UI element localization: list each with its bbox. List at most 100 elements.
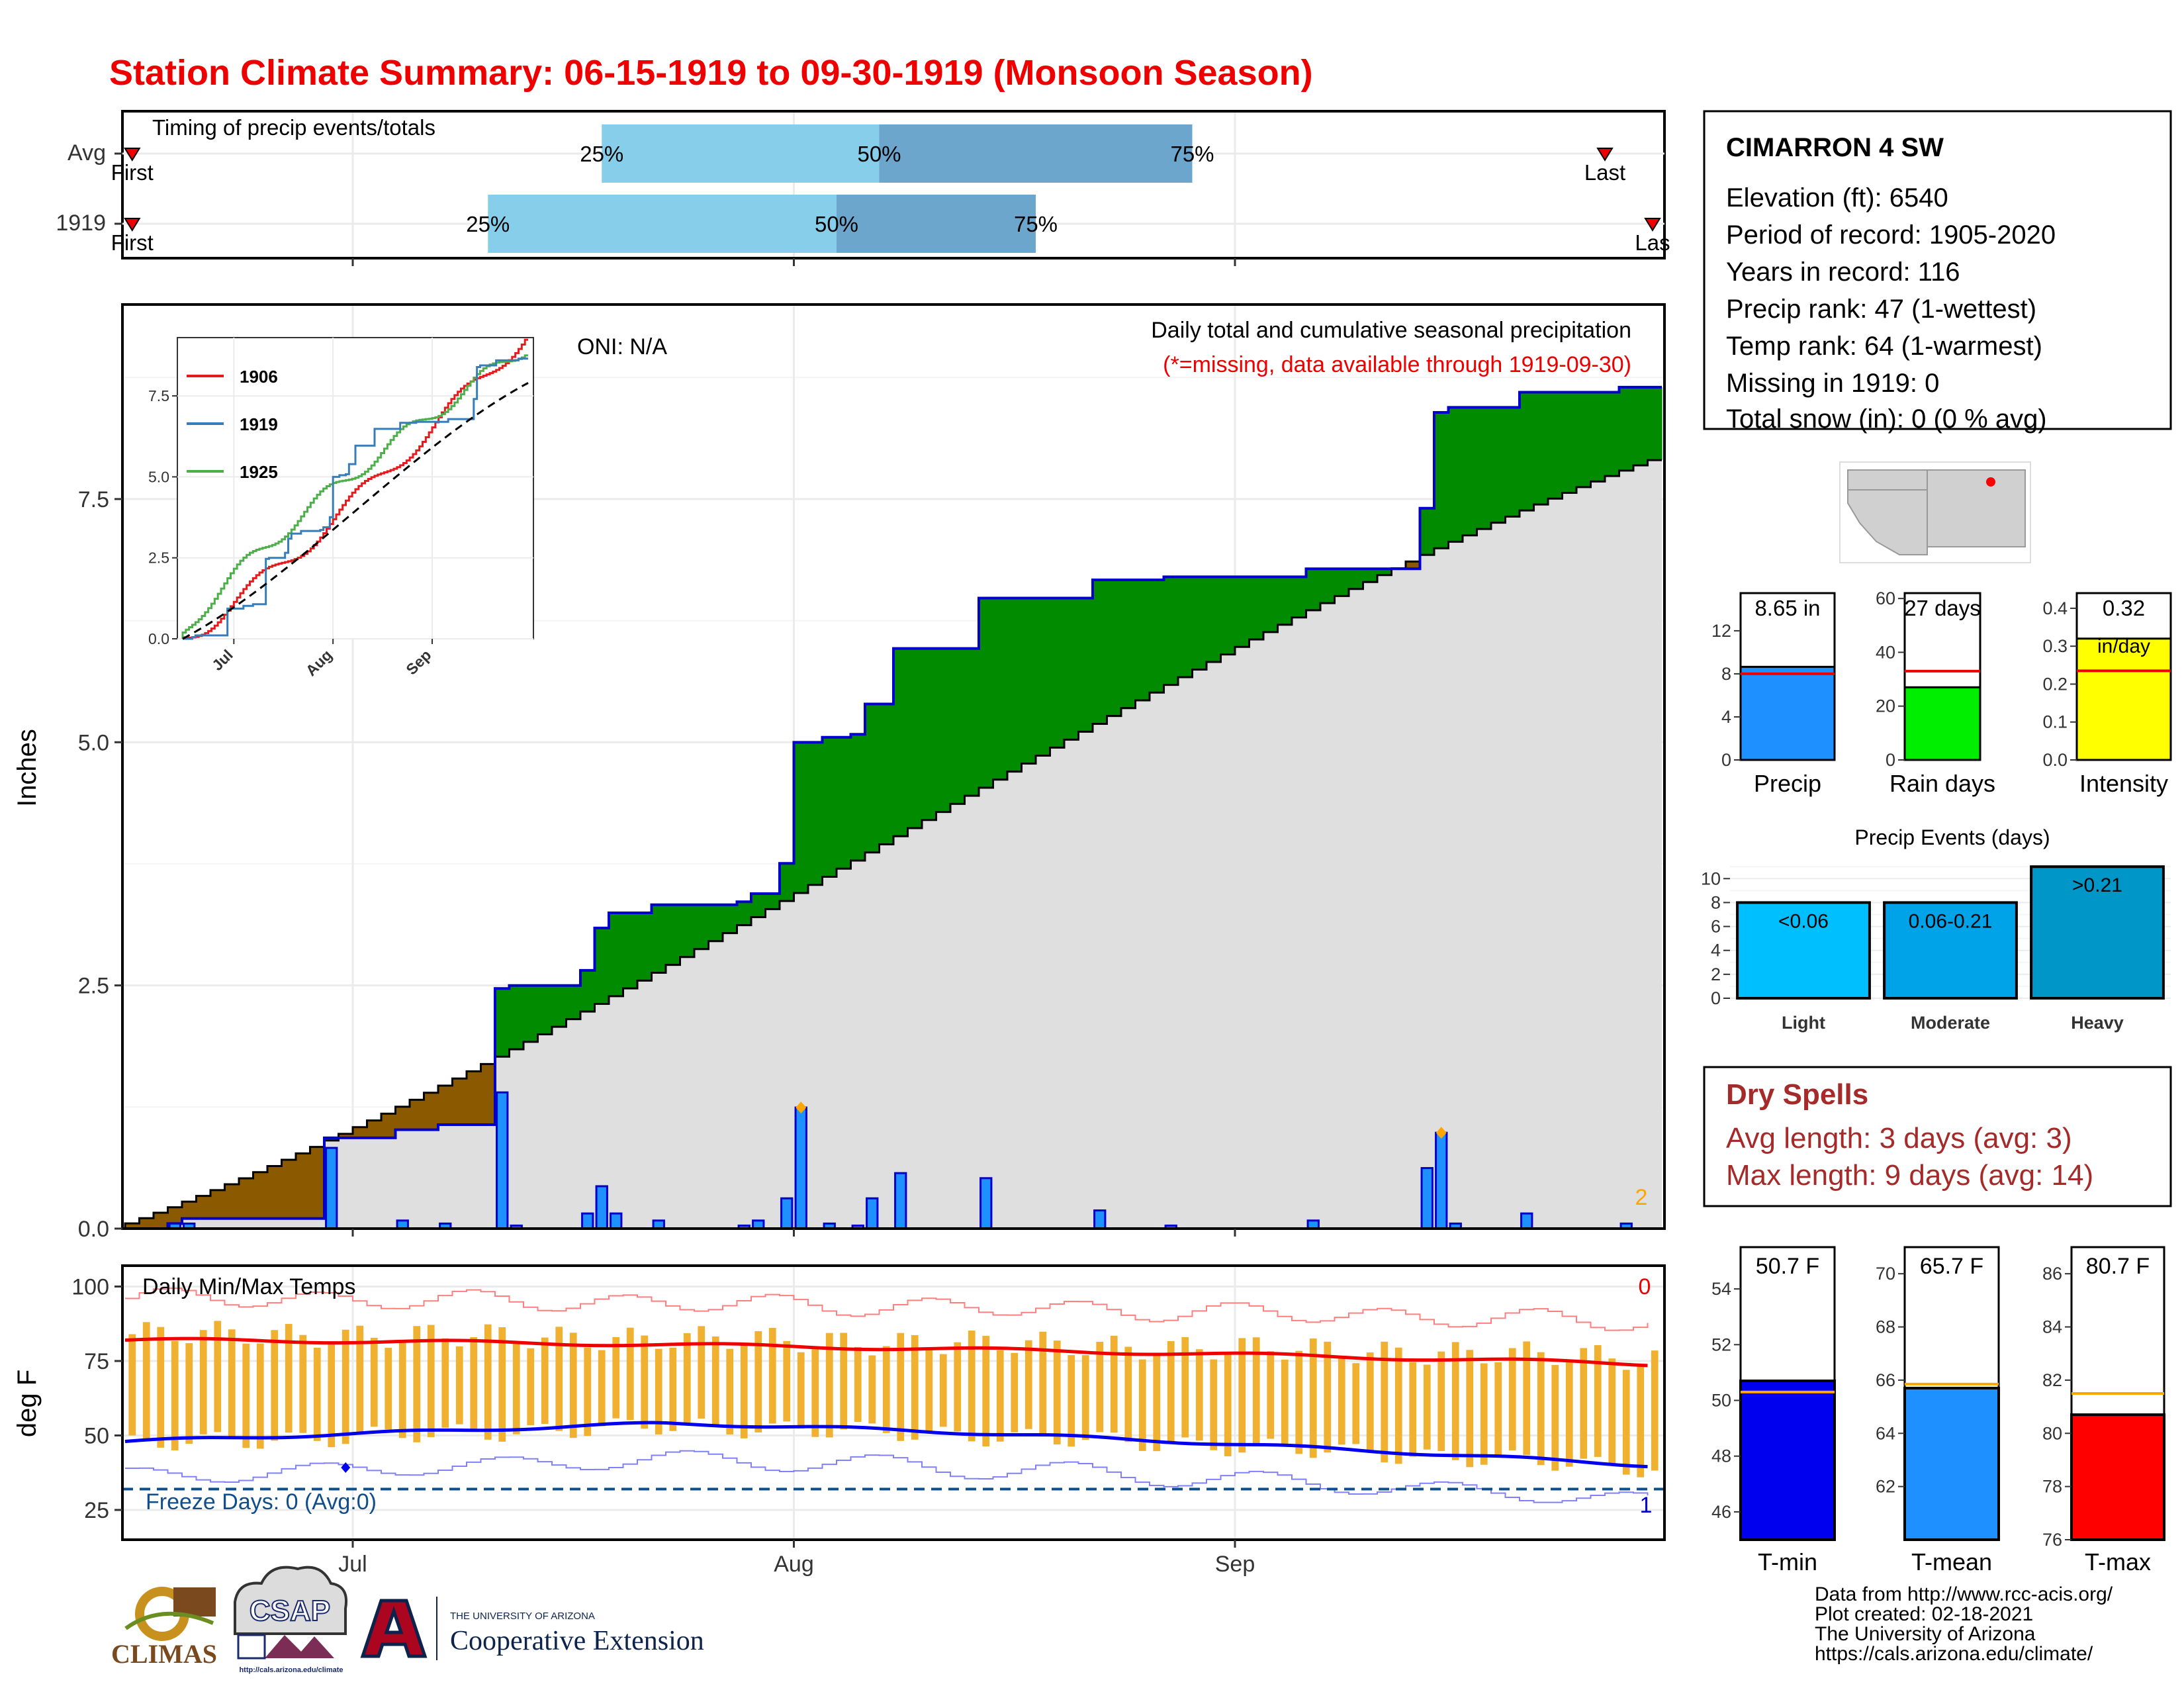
below-avg-segment (395, 1106, 410, 1130)
daily-temp-range-bar (512, 1342, 520, 1434)
above-avg-segment (1036, 598, 1051, 756)
daily-temp-range-bar (1437, 1351, 1445, 1452)
above-avg-segment (1363, 569, 1378, 583)
above-avg-segment (1178, 577, 1193, 678)
temp-bar-value-label: 80.7 F (2086, 1254, 2150, 1279)
daily-temp-range-bar (754, 1331, 762, 1432)
summary-bar-tick-label: 0 (1721, 750, 1731, 770)
timing-last-label: Las (1635, 230, 1670, 255)
above-avg-segment (1235, 577, 1250, 647)
daily-temp-range-bar (897, 1333, 905, 1441)
inset-legend-1906: 1906 (240, 367, 278, 387)
inset-y-tick-label: 0.0 (148, 630, 169, 647)
daily-temp-range-bar (612, 1336, 620, 1419)
summary-bar-tick-label: 0 (1886, 750, 1895, 770)
precip-events-tick-label: 2 (1711, 964, 1721, 984)
summary-bar-tick-label: 60 (1876, 588, 1895, 608)
daily-temp-range-bar (1138, 1359, 1146, 1451)
daily-temp-range-bar (413, 1326, 421, 1442)
above-avg-segment (1463, 407, 1478, 536)
daily-temp-range-bar (527, 1348, 535, 1425)
summary-bar-tick-label: 40 (1876, 642, 1895, 662)
temp-plot-bg (122, 1266, 1664, 1540)
below-avg-segment (239, 1178, 254, 1219)
map-states-shape (1847, 469, 2026, 555)
daily-temp-range-bar (1423, 1364, 1431, 1450)
summary-bar-tick-label: 0.1 (2042, 712, 2068, 732)
above-avg-segment (922, 648, 937, 820)
station-temp-rank: Temp rank: 64 (1-warmest) (1726, 332, 2042, 361)
temp-bar-label: T-mean (1911, 1548, 1992, 1575)
daily-temp-range-bar (1551, 1365, 1559, 1471)
csap-logo-bars (237, 1634, 266, 1660)
dry-spells-frame (1703, 1066, 2172, 1207)
above-avg-segment (794, 742, 809, 893)
dry-spells-avg: Avg length: 3 days (avg: 3) (1726, 1122, 2072, 1154)
daily-temp-range-bar (1580, 1348, 1588, 1459)
precip-y-tick-label: 7.5 (78, 487, 109, 512)
timing-first-label: First (111, 160, 154, 185)
above-avg-segment (1249, 577, 1264, 640)
temp-bar-tick-label: 48 (1711, 1446, 1731, 1466)
daily-temp-range-bar (356, 1325, 364, 1434)
inset-y-tick-label: 5.0 (148, 468, 169, 485)
above-avg-segment (609, 912, 624, 996)
precip-events-tick-label: 6 (1711, 917, 1721, 937)
daily-temp-range-bar (598, 1350, 606, 1427)
daily-temp-range-bar (811, 1346, 819, 1437)
daily-temp-range-bar (797, 1352, 805, 1429)
temp-bar-value (1903, 1386, 2000, 1541)
above-avg-segment (1107, 580, 1122, 716)
above-avg-segment (893, 648, 909, 837)
above-avg-segment (1220, 577, 1236, 655)
daily-precip-bar (1520, 1212, 1533, 1230)
above-avg-segment (780, 863, 795, 902)
freeze-days-label: Freeze Days: 0 (Avg:0) (146, 1489, 377, 1515)
precip-events-bar (1883, 901, 2018, 1000)
above-avg-segment (993, 598, 1008, 780)
below-avg-segment (381, 1113, 396, 1138)
daily-temp-range-bar (128, 1334, 136, 1436)
above-avg-segment (964, 648, 979, 796)
timing-bar-50-75 (837, 195, 1036, 253)
dry-spells-box: Dry Spells Avg length: 3 days (avg: 3) M… (1703, 1066, 2172, 1207)
precip-events-tick-label: 8 (1711, 892, 1721, 912)
csap-logo-text: CSAP (250, 1595, 330, 1627)
temp-bar-tick-label: 62 (1876, 1477, 1895, 1497)
csap-logo-url: http://cals.arizona.edu/climate (239, 1666, 343, 1674)
daily-temp-range-bar (925, 1349, 933, 1432)
temp-bar-tick-label: 52 (1711, 1335, 1731, 1354)
temp-series (122, 1288, 1664, 1503)
summary-bar-tick-label: 0.3 (2042, 636, 2068, 656)
inset-legend: 1906 1919 1925 (187, 367, 278, 482)
daily-temp-range-bar (299, 1335, 307, 1433)
temp-bar-tick-label: 64 (1876, 1423, 1895, 1443)
timing-bar-50-75 (879, 124, 1193, 183)
cumulative-1919-line (125, 385, 1662, 1230)
above-avg-segment (1135, 580, 1150, 700)
summary-bar-value (2075, 637, 2172, 761)
summary-bar-value-label: 8.65 in (1754, 596, 1820, 620)
daily-temp-range-bar (328, 1344, 336, 1448)
daily-temp-range-bar (142, 1322, 150, 1440)
below-avg-segment (210, 1190, 226, 1219)
temp-bar-tick-label: 68 (1876, 1317, 1895, 1337)
timing-label-75: 75% (1014, 212, 1058, 236)
timing-label-50: 50% (815, 212, 858, 236)
summary-bar-value (1739, 665, 1836, 761)
daily-temp-range-bar (1381, 1341, 1388, 1463)
temp-bar-tick-label: 84 (2042, 1317, 2062, 1337)
above-avg-segment (1520, 392, 1535, 511)
below-avg-segment (424, 1092, 439, 1130)
above-avg-segment (765, 894, 780, 910)
precip-daily-bars (168, 1091, 1633, 1230)
summary-bar-tick-label: 0.2 (2042, 674, 2068, 694)
above-avg-segment (1562, 392, 1577, 493)
above-avg-segment (950, 648, 966, 804)
above-avg-segment (1377, 569, 1392, 575)
daily-precip-bar (496, 1091, 509, 1230)
temp-label: Daily Min/Max Temps (142, 1274, 355, 1299)
above-avg-segment (850, 734, 866, 861)
daily-temp-range-bar (1053, 1340, 1061, 1445)
above-avg-segment (523, 985, 539, 1042)
